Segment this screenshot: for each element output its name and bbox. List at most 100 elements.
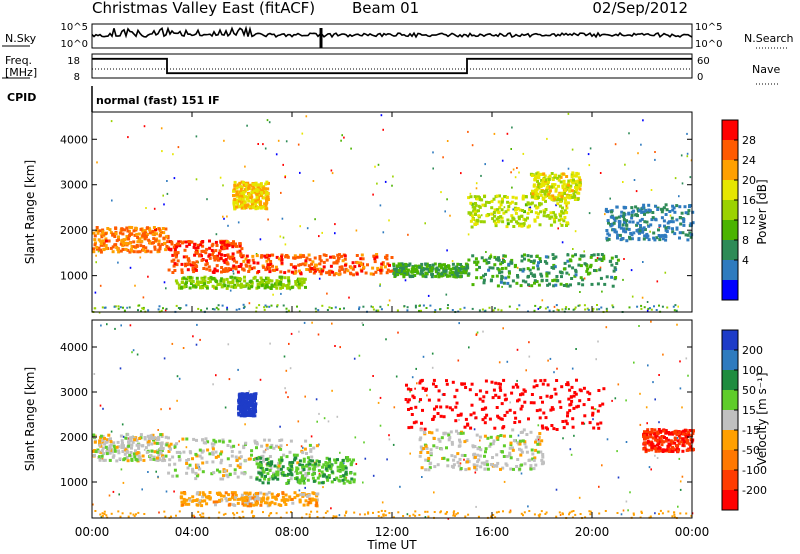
ground-scatter-pixel bbox=[119, 306, 122, 309]
data-pixel bbox=[233, 180, 237, 184]
noise-pixel bbox=[282, 163, 284, 166]
data-pixel bbox=[524, 203, 528, 207]
data-pixel bbox=[520, 224, 524, 228]
data-pixel bbox=[249, 475, 253, 479]
data-pixel bbox=[567, 264, 571, 268]
data-pixel bbox=[233, 198, 237, 201]
noise-pixel bbox=[237, 368, 239, 371]
noise-pixel bbox=[147, 471, 149, 473]
data-pixel bbox=[484, 406, 488, 410]
data-pixel bbox=[236, 270, 240, 274]
noise-pixel bbox=[153, 207, 156, 210]
data-pixel bbox=[453, 455, 457, 459]
ground-scatter-pixel bbox=[555, 515, 558, 518]
noise-pixel bbox=[372, 193, 374, 196]
data-pixel bbox=[420, 262, 424, 266]
noise-pixel bbox=[681, 406, 683, 409]
data-pixel bbox=[244, 499, 247, 503]
data-pixel bbox=[219, 452, 223, 456]
ground-scatter-pixel bbox=[251, 510, 254, 513]
data-pixel bbox=[280, 255, 283, 259]
data-pixel bbox=[678, 436, 682, 440]
data-pixel bbox=[448, 271, 452, 275]
data-pixel bbox=[173, 262, 177, 266]
data-pixel bbox=[142, 248, 145, 251]
data-pixel bbox=[681, 437, 685, 441]
noise-pixel bbox=[679, 387, 682, 390]
data-pixel bbox=[554, 392, 558, 396]
data-pixel bbox=[559, 180, 563, 184]
data-pixel bbox=[242, 414, 246, 418]
data-pixel bbox=[222, 474, 225, 478]
data-pixel bbox=[500, 197, 504, 201]
noise-pixel bbox=[331, 389, 333, 392]
data-pixel bbox=[435, 266, 439, 270]
data-pixel bbox=[95, 246, 99, 249]
data-pixel bbox=[296, 280, 299, 283]
data-pixel bbox=[474, 202, 477, 205]
noise-pixel bbox=[406, 513, 409, 516]
noise-pixel bbox=[679, 360, 681, 363]
data-pixel bbox=[312, 446, 316, 450]
data-pixel bbox=[642, 226, 646, 230]
data-pixel bbox=[220, 450, 224, 454]
noise-pixel bbox=[681, 475, 684, 478]
data-pixel bbox=[252, 503, 256, 507]
noise-pixel bbox=[279, 235, 282, 238]
data-pixel bbox=[196, 246, 200, 250]
data-pixel bbox=[652, 445, 656, 449]
data-pixel bbox=[275, 281, 279, 285]
noise-pixel bbox=[267, 218, 269, 221]
ground-scatter-pixel bbox=[414, 304, 417, 307]
data-pixel bbox=[625, 219, 628, 223]
data-pixel bbox=[259, 491, 263, 495]
data-pixel bbox=[422, 447, 426, 450]
data-pixel bbox=[293, 477, 297, 480]
data-pixel bbox=[473, 195, 477, 199]
data-pixel bbox=[594, 258, 598, 262]
data-pixel bbox=[108, 458, 112, 462]
data-pixel bbox=[180, 271, 184, 274]
data-pixel bbox=[491, 217, 495, 221]
noise-pixel bbox=[625, 441, 628, 443]
data-pixel bbox=[475, 433, 479, 437]
data-pixel bbox=[538, 408, 542, 412]
noise-pixel bbox=[414, 387, 416, 390]
data-pixel bbox=[104, 440, 108, 444]
data-pixel bbox=[476, 460, 480, 464]
data-pixel bbox=[668, 450, 672, 453]
data-pixel bbox=[279, 503, 283, 507]
data-pixel bbox=[617, 215, 621, 219]
data-pixel bbox=[667, 220, 671, 224]
data-pixel bbox=[576, 186, 580, 190]
ground-scatter-pixel bbox=[255, 306, 258, 309]
data-pixel bbox=[550, 172, 554, 175]
data-pixel bbox=[513, 421, 517, 424]
power-heatmap bbox=[92, 112, 695, 314]
noise-pixel bbox=[476, 331, 479, 334]
data-pixel bbox=[516, 207, 520, 210]
y-tick-label: 1000 bbox=[60, 476, 88, 489]
data-pixel bbox=[404, 267, 408, 271]
data-pixel bbox=[539, 202, 543, 206]
data-pixel bbox=[492, 388, 496, 392]
data-pixel bbox=[543, 378, 547, 382]
data-pixel bbox=[248, 399, 252, 403]
data-pixel bbox=[643, 228, 647, 231]
data-pixel bbox=[238, 181, 242, 185]
data-pixel bbox=[414, 269, 418, 273]
data-pixel bbox=[235, 198, 238, 202]
noise-pixel bbox=[97, 250, 100, 253]
ground-scatter-pixel bbox=[673, 513, 676, 516]
data-pixel bbox=[529, 254, 533, 258]
data-pixel bbox=[268, 455, 272, 458]
noise-pixel bbox=[182, 347, 185, 349]
data-pixel bbox=[166, 240, 170, 244]
data-pixel bbox=[254, 181, 258, 185]
data-pixel bbox=[481, 203, 485, 207]
noise-pixel bbox=[537, 307, 540, 310]
data-pixel bbox=[191, 467, 195, 471]
freq-label: Freq. bbox=[5, 54, 32, 67]
data-pixel bbox=[281, 495, 285, 499]
data-pixel bbox=[301, 262, 305, 266]
